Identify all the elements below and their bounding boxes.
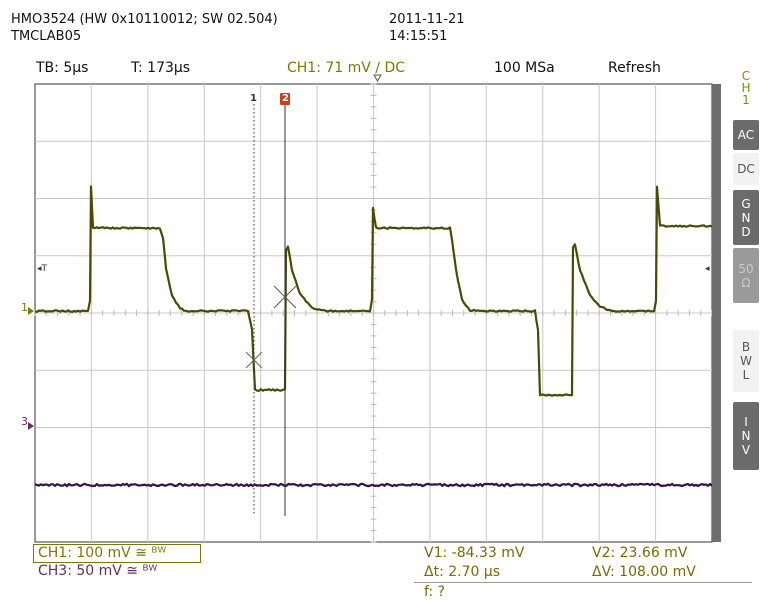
side-button-50[interactable]: 50 Ω [733, 248, 759, 303]
ch3-ground-arrow-icon [28, 422, 34, 430]
side-button-inv[interactable]: INV [733, 402, 759, 470]
side-button-text: V [742, 443, 750, 457]
side-button-ac[interactable]: AC [733, 120, 759, 150]
ch1-ground-arrow-icon [28, 307, 34, 315]
side-button-text: AC [738, 128, 754, 142]
side-button-gnd[interactable]: GND [733, 190, 759, 245]
side-button-dc[interactable]: DC [733, 153, 759, 185]
side-button-text: DC [737, 162, 755, 176]
side-button-text: W [740, 354, 752, 368]
side-button-text: N [742, 429, 751, 443]
side-button-text: 50 [738, 262, 753, 276]
cursor-v2-readout: V2: 23.66 mV [592, 545, 687, 562]
ch3-waveform [35, 484, 712, 486]
ch3-ground-marker[interactable]: 3 [21, 415, 28, 428]
side-button-text: G [741, 197, 750, 211]
cursor-2-marker[interactable]: 2 [282, 93, 289, 104]
readout-divider [414, 582, 752, 583]
cursor-1-marker[interactable]: 1 [250, 93, 257, 104]
side-button-text: L [743, 368, 750, 382]
side-button-text: I [744, 415, 748, 429]
frequency-readout: f: ? [424, 584, 445, 601]
grid [35, 84, 712, 542]
trigger-level-arrow-icon [374, 75, 381, 81]
ch1-settings[interactable]: CH1: 100 mV ≅ ᴮᵂ [33, 544, 201, 563]
side-button-text: N [742, 211, 751, 225]
side-button-text: D [741, 225, 750, 239]
side-button-text: B [742, 340, 750, 354]
trigger-level-marker[interactable]: ◂ [705, 264, 710, 274]
delta-t-readout: Δt: 2.70 µs [424, 564, 500, 581]
side-menu-channel-label: C H 1 [737, 70, 755, 106]
trigger-position-marker[interactable]: ◂T [37, 264, 47, 274]
cursor-v1-readout: V1: -84.33 mV [424, 545, 524, 562]
ch3-settings[interactable]: CH3: 50 mV ≅ ᴮᵂ [38, 563, 157, 580]
ch1-ground-marker[interactable]: 1 [21, 301, 28, 314]
side-button-text: Ω [741, 276, 750, 290]
side-button-bwl[interactable]: BWL [733, 330, 759, 392]
vertical-scrollbar[interactable] [712, 84, 721, 542]
delta-v-readout: ΔV: 108.00 mV [592, 564, 696, 581]
